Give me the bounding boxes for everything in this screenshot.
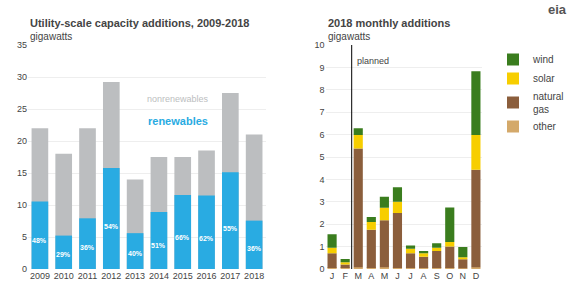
svg-text:N: N (460, 271, 467, 281)
svg-text:gigawatts: gigawatts (30, 31, 72, 42)
svg-text:planned: planned (357, 56, 389, 66)
svg-text:2009: 2009 (30, 271, 50, 281)
svg-text:0: 0 (22, 264, 27, 274)
svg-text:20: 20 (17, 136, 27, 146)
svg-text:48%: 48% (32, 237, 47, 244)
svg-text:S: S (434, 271, 440, 281)
svg-text:54%: 54% (104, 223, 119, 230)
svg-text:M: M (354, 271, 362, 281)
svg-text:2010: 2010 (54, 271, 74, 281)
svg-text:35: 35 (17, 40, 27, 50)
svg-text:A: A (421, 271, 427, 281)
svg-text:2015: 2015 (173, 271, 193, 281)
svg-text:wind: wind (532, 54, 554, 65)
svg-text:renewables: renewables (148, 115, 208, 127)
svg-text:D: D (473, 271, 480, 281)
svg-text:3: 3 (320, 197, 325, 207)
svg-text:15: 15 (17, 168, 27, 178)
svg-text:55%: 55% (223, 225, 238, 232)
svg-text:naturalgas: naturalgas (533, 91, 564, 115)
svg-text:solar: solar (533, 73, 555, 84)
svg-text:5: 5 (320, 152, 325, 162)
svg-text:2016: 2016 (197, 271, 217, 281)
svg-text:36%: 36% (247, 245, 262, 252)
svg-text:gigawatts: gigawatts (328, 31, 370, 42)
svg-text:62%: 62% (199, 235, 214, 242)
svg-text:4: 4 (320, 175, 325, 185)
svg-text:0: 0 (320, 264, 325, 274)
svg-text:25: 25 (17, 104, 27, 114)
svg-text:8: 8 (320, 85, 325, 95)
svg-text:66%: 66% (175, 234, 190, 241)
svg-text:2017: 2017 (220, 271, 240, 281)
svg-text:J: J (395, 271, 400, 281)
svg-text:F: F (342, 271, 348, 281)
svg-text:A: A (368, 271, 374, 281)
svg-text:7: 7 (320, 107, 325, 117)
svg-text:2013: 2013 (125, 271, 145, 281)
svg-text:other: other (533, 121, 556, 132)
svg-text:10: 10 (17, 200, 27, 210)
svg-text:eia: eia (548, 2, 567, 17)
svg-text:36%: 36% (80, 244, 95, 251)
svg-text:5: 5 (22, 232, 27, 242)
svg-text:30: 30 (17, 72, 27, 82)
svg-text:O: O (446, 271, 453, 281)
svg-text:2011: 2011 (78, 271, 97, 281)
svg-text:M: M (381, 271, 389, 281)
svg-text:9: 9 (320, 63, 325, 73)
svg-text:nonrenewables: nonrenewables (147, 94, 209, 104)
svg-text:2018 monthly additions: 2018 monthly additions (328, 17, 450, 29)
svg-text:1: 1 (320, 242, 325, 252)
svg-text:2014: 2014 (149, 271, 169, 281)
svg-text:2018: 2018 (244, 271, 264, 281)
svg-text:2012: 2012 (101, 271, 121, 281)
svg-text:J: J (330, 271, 335, 281)
svg-text:J: J (408, 271, 413, 281)
svg-text:29%: 29% (56, 251, 71, 258)
svg-text:2: 2 (320, 219, 325, 229)
svg-text:51%: 51% (151, 242, 166, 249)
svg-text:40%: 40% (128, 250, 143, 257)
svg-text:Utility-scale capacity additio: Utility-scale capacity additions, 2009-2… (30, 17, 250, 29)
svg-text:6: 6 (320, 130, 325, 140)
svg-text:10: 10 (315, 40, 325, 50)
